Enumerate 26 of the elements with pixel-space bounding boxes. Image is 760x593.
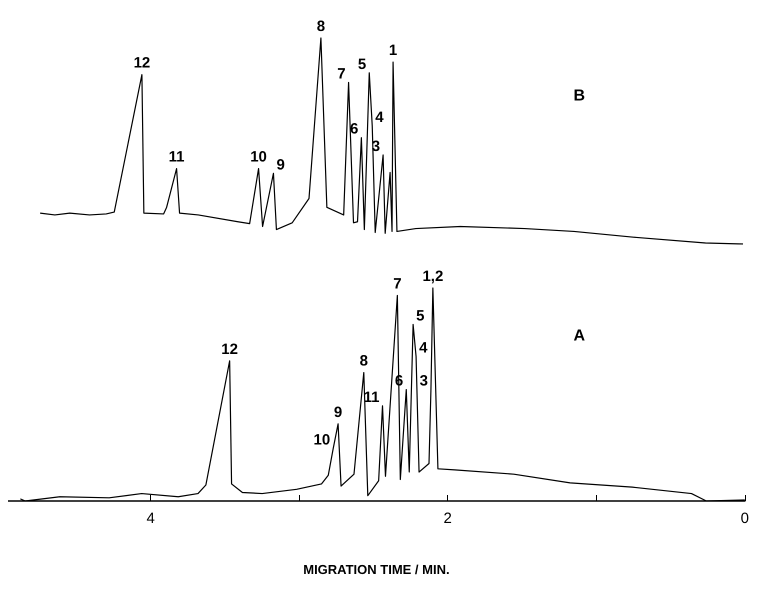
annotation: 10 — [250, 148, 267, 166]
annotation: 4 — [375, 108, 384, 126]
annotation: 7 — [337, 65, 346, 82]
annotation: 11 — [168, 148, 185, 166]
annotation: 10 — [314, 432, 330, 449]
text: A — [573, 328, 586, 344]
annotation: 8 — [360, 352, 368, 370]
annotation: 1 — [388, 42, 398, 60]
annotation: 7 — [393, 275, 402, 292]
annotation: 3 — [420, 372, 428, 390]
x-tick-label: 0 — [740, 510, 749, 527]
text: B — [573, 88, 586, 104]
x-tick-label: 4 — [146, 510, 155, 527]
annotation: 1,2 — [422, 268, 444, 285]
annotation: 6 — [350, 120, 358, 138]
annotation: 4 — [419, 340, 428, 357]
annotation: 12 — [134, 54, 150, 72]
annotation: 11 — [364, 388, 380, 406]
x-axis-title: MIGRATION TIME / MIN. — [303, 562, 450, 577]
annotation: 5 — [416, 307, 424, 324]
annotation: 5 — [358, 56, 366, 73]
x-tick-label: 2 — [444, 510, 452, 527]
annotation: 9 — [334, 404, 342, 421]
annotation: 12 — [221, 340, 238, 358]
annotation: 8 — [316, 18, 326, 35]
annotation: 9 — [276, 156, 285, 174]
